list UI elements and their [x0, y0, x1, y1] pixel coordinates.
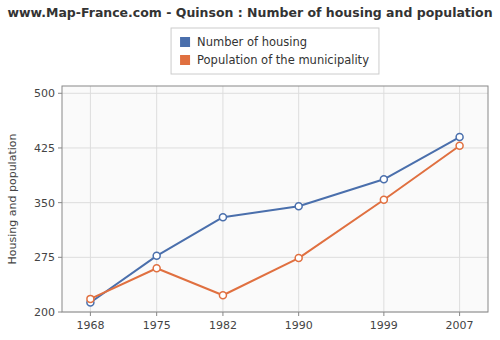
- y-tick-label: 200: [34, 306, 55, 319]
- chart: www.Map-France.com - Quinson : Number of…: [0, 0, 500, 340]
- x-tick-label: 2007: [446, 319, 474, 332]
- legend: Number of housing Population of the munic…: [171, 28, 379, 74]
- marker: [295, 255, 302, 262]
- legend-swatch: [180, 37, 190, 47]
- plot-background: [62, 86, 488, 312]
- legend-box: [171, 28, 379, 74]
- marker: [380, 176, 387, 183]
- marker: [153, 265, 160, 272]
- x-tick: [459, 312, 460, 316]
- x-grid-line: [459, 86, 460, 312]
- y-grid-line: [62, 147, 488, 148]
- y-tick: [58, 202, 62, 203]
- plot-frame: [62, 86, 488, 312]
- marker: [380, 196, 387, 203]
- y-tick-label: 350: [34, 197, 55, 210]
- marker: [456, 134, 463, 141]
- x-tick-label: 1968: [76, 319, 104, 332]
- y-grid-line: [62, 202, 488, 203]
- grid: [62, 86, 488, 312]
- line: [90, 137, 459, 302]
- marker: [153, 252, 160, 259]
- y-tick: [58, 147, 62, 148]
- y-grid-line: [62, 93, 488, 94]
- x-tick: [222, 312, 223, 316]
- y-grid-line: [62, 257, 488, 258]
- x-tick: [383, 312, 384, 316]
- series: [87, 134, 463, 306]
- x-grid-line: [298, 86, 299, 312]
- x-axis: 1968 1975 1982 1990 1999 2007: [76, 312, 473, 332]
- legend-label: Population of the municipality: [197, 53, 369, 67]
- x-grid-line: [90, 86, 91, 312]
- data-area: [87, 134, 463, 306]
- title: www.Map-France.com - Quinson : Number of…: [7, 5, 492, 20]
- x-tick: [156, 312, 157, 316]
- y-tick-label: 425: [34, 142, 55, 155]
- x-tick-label: 1982: [209, 319, 237, 332]
- y-axis-label: Housing and population: [6, 134, 19, 265]
- marker: [87, 295, 94, 302]
- x-tick: [90, 312, 91, 316]
- marker: [456, 142, 463, 149]
- legend-label: Number of housing: [197, 35, 307, 49]
- series: [87, 142, 463, 302]
- y-tick: [58, 312, 62, 313]
- line: [90, 146, 459, 299]
- legend-swatch: [180, 55, 190, 65]
- y-tick-label: 500: [34, 87, 55, 100]
- x-grid-line: [156, 86, 157, 312]
- x-tick-label: 1975: [143, 319, 171, 332]
- marker: [219, 292, 226, 299]
- marker: [295, 203, 302, 210]
- y-tick: [58, 257, 62, 258]
- x-tick-label: 1990: [285, 319, 313, 332]
- x-tick: [298, 312, 299, 316]
- y-tick-label: 275: [34, 251, 55, 264]
- x-grid-line: [222, 86, 223, 312]
- y-axis: 200 275 350 425 500: [34, 87, 62, 319]
- x-tick-label: 1999: [370, 319, 398, 332]
- marker: [219, 214, 226, 221]
- y-tick: [58, 93, 62, 94]
